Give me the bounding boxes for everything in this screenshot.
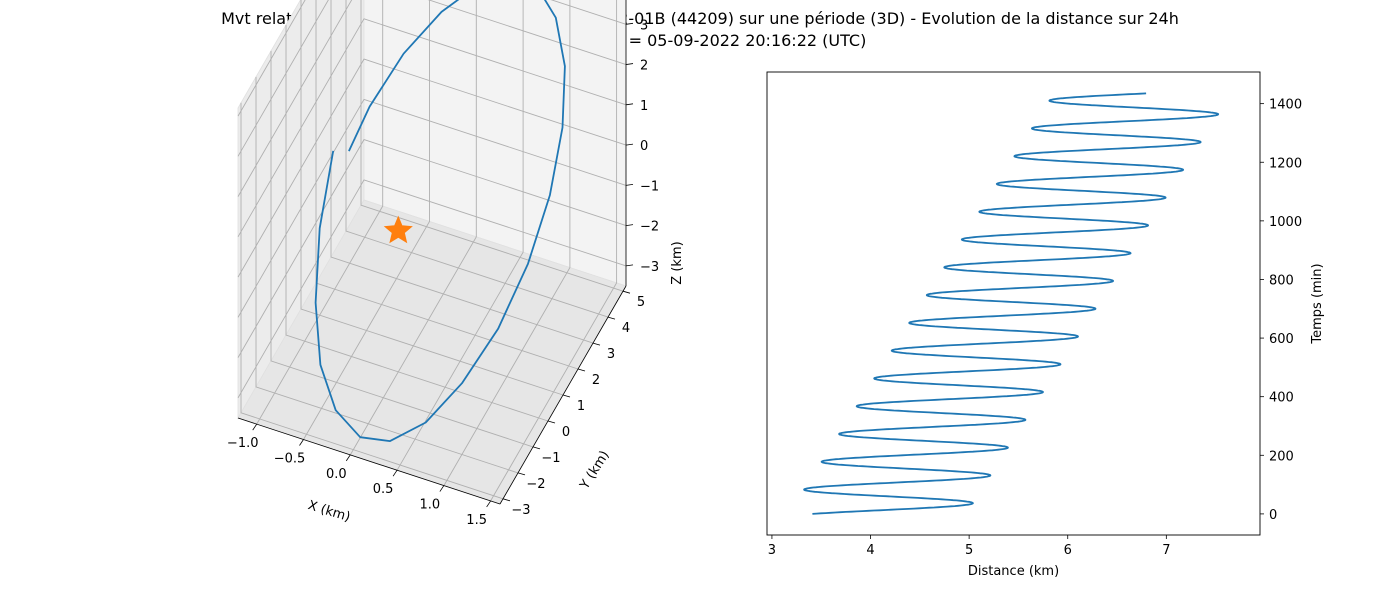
grid-line-y [240, 102, 504, 500]
grid-line-z [237, 18, 627, 238]
z-tick [625, 264, 634, 267]
grid-line-z [237, 179, 627, 399]
y-tick [577, 368, 586, 372]
x-tick-label: −1.0 [227, 436, 259, 451]
grid-line-y [270, 50, 534, 448]
y-tick [502, 498, 511, 502]
grid-line-z [237, 58, 627, 278]
y-tick [562, 394, 571, 398]
y-tick [547, 420, 556, 424]
y-tick-label: 800 [1269, 273, 1294, 288]
x-axis-title: X (km) [306, 498, 352, 525]
y-tick-label: 1 [577, 399, 585, 414]
z-tick [625, 22, 634, 25]
grid-line-x [443, 0, 571, 486]
x-tick-label: −0.5 [274, 452, 306, 467]
grid-line-x [396, 0, 524, 471]
y-tick-label: 1400 [1269, 98, 1302, 113]
x-axis-title: Distance (km) [968, 564, 1059, 579]
grid-line-z [237, 139, 627, 358]
y-axis-title: Temps (min) [1310, 263, 1325, 344]
z-tick [625, 143, 634, 146]
x-tick-label: 0.0 [326, 467, 347, 482]
x-tick-label: 6 [1064, 543, 1072, 558]
panel-distance-evolution: 3 4 5 6 7 0 200 400 600 800 1000 1200 1400 Distance (… [766, 71, 1325, 579]
grid-line-y [285, 25, 549, 422]
grid-line-z [237, 0, 306, 117]
y-tick-label: 5 [637, 295, 645, 310]
trajectory-line [314, 0, 566, 443]
y-tick-label: 200 [1269, 449, 1294, 464]
x-tick-label: 4 [866, 543, 874, 558]
z-axis-title: Z (km) [670, 241, 685, 284]
y-tick-label: 3 [607, 347, 615, 362]
y-tick-label: 4 [622, 321, 630, 336]
z-tick-label: −2 [640, 220, 659, 235]
y-tick-label: 600 [1269, 332, 1294, 347]
grid-line-x [303, 0, 430, 440]
panel-3d-trajectory: −1.0−0.50.00.51.01.5−3−2−1012345−3−2−101… [227, 0, 685, 528]
y-tick [592, 342, 601, 346]
grid-line-z [237, 0, 627, 197]
y-tick-label: 400 [1269, 391, 1294, 406]
y-tick-label: 2 [592, 373, 600, 388]
y-axis-title: Y (km) [577, 448, 613, 493]
y-tick [622, 290, 631, 294]
x-tick-label: 7 [1162, 543, 1170, 558]
grid-line-x [349, 0, 477, 456]
grid-line-y [300, 0, 564, 396]
x-tick-label: 1.0 [420, 498, 441, 513]
z-tick-label: 1 [640, 99, 648, 114]
x-tick [252, 423, 258, 431]
y-tick-label: −2 [526, 477, 545, 492]
z-tick [625, 183, 634, 186]
x-tick [299, 439, 304, 446]
y-tick [607, 316, 616, 320]
grid-line-z [237, 0, 627, 157]
x-tick [345, 454, 351, 462]
x-tick-label: 5 [965, 543, 973, 558]
y-tick-label: 1200 [1269, 156, 1302, 171]
z-tick-label: −3 [640, 260, 659, 275]
origin-star-marker [383, 215, 413, 244]
z-tick-label: 2 [640, 59, 648, 74]
x-tick [392, 469, 398, 477]
grid-line-x [490, 0, 618, 502]
grid-line-y [255, 76, 519, 474]
x-tick-label: 0.5 [373, 482, 394, 497]
y-tick-label: 1000 [1269, 215, 1302, 230]
grid-line-y [360, 0, 624, 292]
y-tick-label: −1 [541, 451, 560, 466]
x-axis-line [237, 417, 501, 505]
grid-line-x [256, 0, 384, 425]
x-tick [439, 485, 445, 492]
y-tick-label: −3 [511, 503, 530, 518]
grid-line-z [237, 98, 627, 318]
y-tick [532, 446, 541, 450]
z-tick-label: 3 [640, 18, 648, 33]
grid-line-y [345, 0, 609, 318]
y-tick-label: 0 [562, 425, 570, 440]
x-tick-label: 1.5 [466, 513, 487, 528]
z-tick [625, 103, 634, 106]
z-tick [625, 224, 634, 227]
z-tick-label: −1 [640, 179, 659, 194]
distance-curve [803, 92, 1220, 515]
x-tick-label: 3 [768, 543, 776, 558]
z-tick [625, 63, 634, 65]
z-tick-label: 0 [640, 139, 648, 154]
y-tick-label: 0 [1269, 508, 1277, 523]
x-tick [486, 500, 491, 508]
y-tick [517, 472, 526, 476]
